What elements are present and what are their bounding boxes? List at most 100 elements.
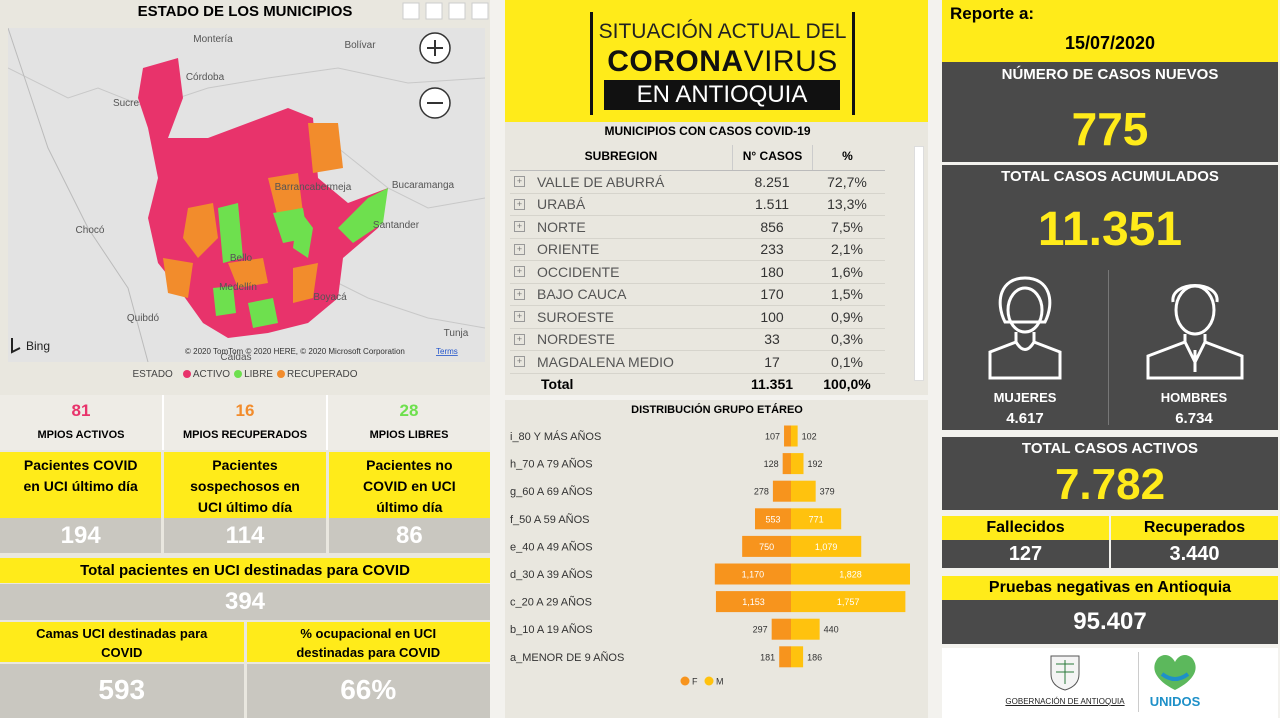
category-label: f_50 A 59 AÑOS: [510, 513, 590, 526]
uci-value: 86: [328, 518, 490, 553]
expand-toggle[interactable]: +: [514, 243, 525, 255]
pruebas-value: 95.407: [942, 600, 1278, 644]
muni-label: MPIOS LIBRES: [369, 429, 449, 441]
expand-toggle[interactable]: +: [514, 198, 525, 210]
expand-toggle[interactable]: +: [514, 176, 525, 188]
camas-cell: % ocupacional en UCI destinadas para COV…: [246, 622, 490, 718]
row-cell: 0,1%: [831, 353, 863, 370]
activos-box: [942, 437, 1278, 510]
expand-toggle[interactable]: +: [514, 311, 525, 323]
nuevos-value: 775: [1071, 103, 1149, 155]
column-header: %: [812, 145, 882, 170]
mujeres-value: 4.617: [1006, 410, 1044, 427]
subregion-name: ORIENTE: [537, 241, 600, 258]
female-icon: [988, 276, 1062, 380]
header-corona: CORONA: [607, 45, 744, 78]
muni-cell: 28 MPIOS LIBRES: [326, 395, 490, 450]
bar: [791, 563, 910, 585]
uci-value: 114: [164, 518, 326, 553]
category-label: a_MENOR DE 9 AÑOS: [510, 651, 624, 664]
muni-cell: 16 MPIOS RECUPERADOS: [162, 395, 326, 450]
row-cell: 170: [760, 286, 784, 303]
legend-label: LIBRE: [244, 368, 273, 380]
value-label: 278: [754, 487, 769, 497]
header-frame: [590, 12, 855, 115]
subregion-table: SUBREGION N° CASOS% + VALLE DE ABURRÁ 8.251 7…: [510, 145, 885, 394]
value-label: 771: [809, 514, 824, 524]
camas-cell: Camas UCI destinadas para COVID 593: [0, 622, 244, 718]
legend-label: ACTIVO: [192, 368, 231, 380]
bar: [772, 480, 791, 502]
total-cell: 100,0%: [823, 375, 871, 392]
chart-panel: [505, 400, 928, 718]
muni-label: MPIOS RECUPERADOS: [182, 429, 308, 441]
uci-label: Pacientes no COVID en UCI último día: [328, 452, 490, 518]
category-label: b_10 A 19 AÑOS: [510, 623, 593, 636]
hombres-label: HOMBRES: [1160, 390, 1228, 405]
subregion-name: NORDESTE: [537, 331, 615, 348]
map-legend: ESTADO ACTIVO LIBRE RECUPERADO: [0, 366, 490, 382]
value-label: 1,170: [742, 570, 765, 580]
column-header: SUBREGION: [584, 149, 658, 163]
row-cell: + OCCIDENTE: [510, 264, 732, 280]
camas-value: 593: [98, 674, 146, 705]
row-cell: + MAGDALENA MEDIO: [510, 354, 732, 370]
camas-stats: Camas UCI destinadas para COVID 593 % ocup…: [0, 622, 490, 718]
hombres-value: 6.734: [1175, 410, 1213, 427]
row-cell: + VALLE DE ABURRÁ: [510, 174, 732, 190]
total-cell: 11.351: [750, 375, 794, 392]
bar: [755, 508, 791, 530]
visual-toolbar[interactable]: [400, 1, 490, 21]
bar: [791, 508, 842, 530]
table-total: Total 11.351 100,0%: [510, 374, 885, 394]
table-row: + URABÁ 1.511 13,3%: [510, 194, 885, 216]
row-cell: + NORTE: [510, 219, 732, 235]
table-row: + VALLE DE ABURRÁ 8.251 72,7%: [510, 171, 885, 194]
terms-link[interactable]: Terms: [436, 347, 458, 356]
scrollbar[interactable]: [914, 146, 924, 381]
row-cell: 856: [760, 218, 784, 235]
table-header: SUBREGION N° CASOS%: [510, 145, 885, 171]
pruebas-label: Pruebas negativas en Antioquia: [942, 576, 1278, 600]
place-label: Chocó: [76, 225, 105, 236]
row-cell: + URABÁ: [510, 196, 732, 212]
camas-label: Camas UCI destinadas para COVID: [0, 622, 244, 662]
value-label: 440: [824, 625, 839, 635]
table-title: MUNICIPIOS CON CASOS COVID-19: [604, 124, 811, 138]
muni-value: 28: [399, 401, 419, 420]
category-label: h_70 A 79 AÑOS: [510, 458, 593, 471]
subregion-name: MAGDALENA MEDIO: [537, 353, 674, 370]
header-line1: SITUACIÓN ACTUAL DEL: [598, 20, 847, 43]
expand-toggle[interactable]: +: [514, 221, 525, 233]
gobernacion-text: GOBERNACIÓN DE ANTIOQUIA: [1005, 697, 1125, 706]
place-label: Tunja: [444, 328, 469, 339]
table-row: + ORIENTE 233 2,1%: [510, 239, 885, 261]
report-date: 15/07/2020: [1064, 33, 1156, 53]
place-label: Boyacá: [313, 292, 347, 303]
bar: [791, 425, 798, 447]
header-virus: VIRUS: [743, 45, 838, 78]
value-label: 186: [807, 652, 822, 662]
expand-toggle[interactable]: +: [514, 288, 525, 300]
row-cell: 100: [760, 308, 784, 325]
total-cell: Total: [541, 375, 574, 392]
map[interactable]: Bing © 2020 TomTom © 2020 HERE, © 2020 M…: [8, 28, 485, 362]
row-cell: 8.251: [754, 173, 790, 190]
table-row: + SUROESTE 100 0,9%: [510, 306, 885, 329]
bing-logo: Bing: [26, 339, 50, 353]
muni-cell: 81 MPIOS ACTIVOS: [0, 395, 162, 450]
bar: [779, 646, 791, 668]
expand-toggle[interactable]: +: [514, 356, 525, 368]
expand-toggle[interactable]: +: [514, 333, 525, 345]
row-cell: 13,3%: [827, 196, 867, 213]
uci-label: Pacientes sospechosos en UCI último día: [164, 452, 326, 518]
table-row: + NORTE 856 7,5%: [510, 216, 885, 239]
legend-title: ESTADO: [132, 368, 173, 380]
value-label: 1,828: [839, 570, 862, 580]
value-label: 297: [753, 625, 768, 635]
total-uci-label: Total pacientes en UCI destinadas para C…: [0, 558, 490, 583]
value-label: 1,079: [815, 542, 838, 552]
row-cell: 1,5%: [831, 286, 863, 303]
place-label: Barrancabermeja: [275, 182, 352, 193]
expand-toggle[interactable]: +: [514, 266, 525, 278]
